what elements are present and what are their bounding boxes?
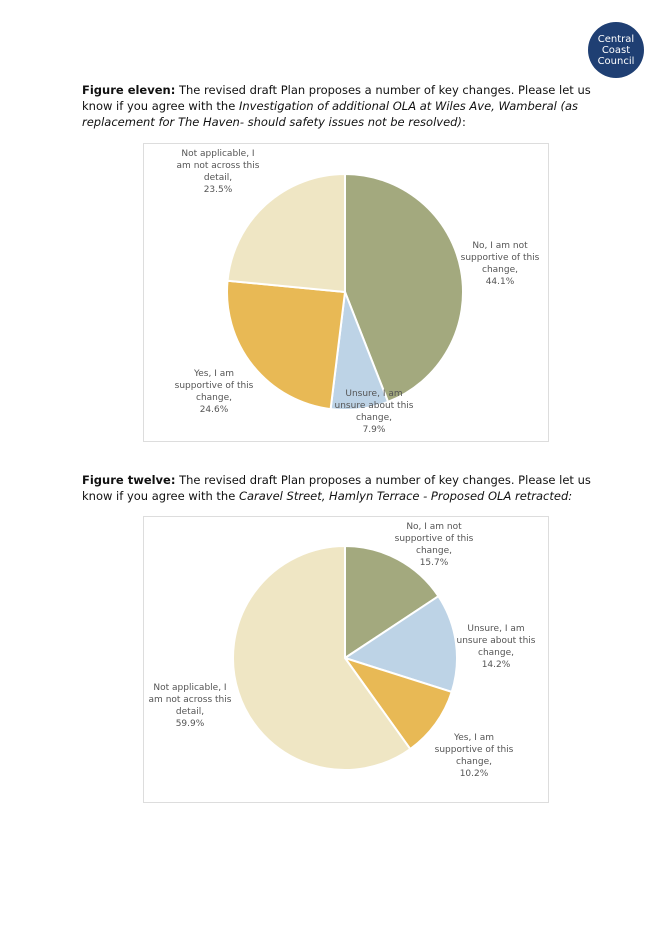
label-category: No, I am not supportive of this change,: [460, 241, 540, 275]
data-label: Not applicable, I am not across this det…: [175, 148, 261, 196]
caption-italic: Investigation of additional OLA at Wiles…: [82, 99, 579, 129]
pie-slice: [342, 656, 453, 751]
caption-text: :: [461, 115, 466, 129]
caption: Figure eleven: The revised draft Plan pr…: [82, 82, 602, 130]
label-value: 14.2%: [481, 660, 511, 670]
data-label: Unsure, I am unsure about this change, 7.…: [331, 388, 417, 436]
logo-text: Coast: [601, 44, 631, 56]
caption-italic: Caravel Street, Hamlyn Terrace - Propose…: [238, 489, 573, 503]
label-category: Yes, I am supportive of this change,: [174, 369, 254, 403]
logo-text: Council: [597, 55, 635, 67]
label-category: Unsure, I am unsure about this change,: [334, 389, 414, 423]
pie-slice: [232, 544, 412, 771]
label-value: 15.7%: [419, 558, 449, 568]
caption-text: The revised draft Plan proposes a number…: [82, 473, 591, 503]
pie-slice: [226, 172, 346, 294]
data-label: Unsure, I am unsure about this change, 14…: [453, 623, 539, 671]
label-value: 44.1%: [485, 277, 515, 287]
logo-text: Central: [597, 33, 635, 45]
chart-box: [143, 516, 549, 803]
label-category: Not applicable, I am not across this det…: [176, 149, 260, 183]
label-category: No, I am not supportive of this change,: [394, 522, 474, 556]
label-category: Yes, I am supportive of this change,: [434, 733, 514, 767]
data-label: Not applicable, I am not across this det…: [147, 682, 233, 730]
label-value: 7.9%: [362, 425, 386, 435]
label-value: 10.2%: [459, 769, 489, 779]
caption-label: Figure twelve:: [82, 473, 176, 487]
pie-slice: [226, 279, 347, 411]
label-value: 59.9%: [175, 719, 205, 729]
logo: Central Coast Council: [588, 22, 644, 78]
label-category: Unsure, I am unsure about this change,: [456, 624, 536, 658]
label-value: 24.6%: [199, 405, 229, 415]
pie-slice: [344, 172, 465, 404]
data-label: No, I am not supportive of this change, 4…: [457, 240, 543, 288]
pie-slice: [342, 594, 458, 694]
label-category: Not applicable, I am not across this det…: [148, 683, 232, 717]
caption: Figure twelve: The revised draft Plan pr…: [82, 472, 602, 504]
chart-box: [143, 143, 549, 442]
data-label: Yes, I am supportive of this change, 24.6…: [171, 368, 257, 416]
pie-slice: [344, 544, 440, 660]
data-label: No, I am not supportive of this change, 1…: [391, 521, 477, 569]
caption-text: The revised draft Plan proposes a number…: [82, 83, 591, 113]
label-value: 23.5%: [203, 185, 233, 195]
caption-label: Figure eleven:: [82, 83, 176, 97]
data-label: Yes, I am supportive of this change, 10.2…: [431, 732, 517, 780]
